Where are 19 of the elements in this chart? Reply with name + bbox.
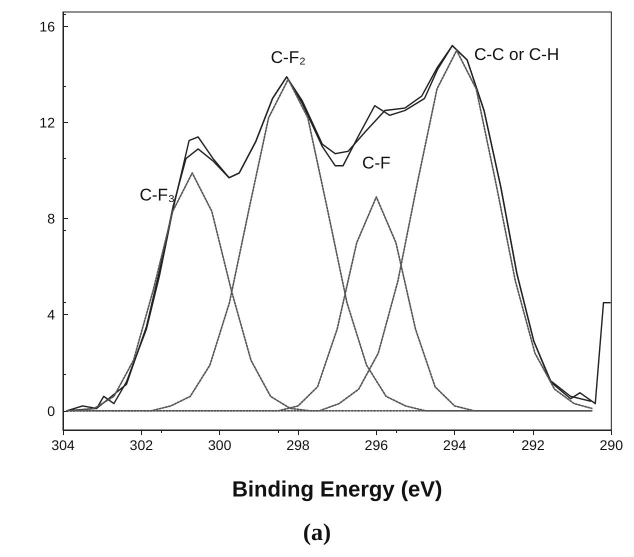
x-tick-label: 298 bbox=[286, 437, 310, 453]
y-tick-label: 0 bbox=[47, 402, 56, 419]
x-tick-label: 304 bbox=[51, 437, 75, 453]
series-label: C-F₂ bbox=[270, 48, 306, 67]
x-tick-label: 302 bbox=[130, 437, 154, 453]
x-tick-label: 300 bbox=[208, 437, 232, 453]
series-label: C-C or C-H bbox=[474, 44, 560, 64]
x-tick-label: 296 bbox=[364, 437, 388, 453]
y-tick-label: 8 bbox=[47, 210, 56, 227]
series-label: C-F bbox=[362, 153, 390, 172]
x-tick-label: 290 bbox=[600, 437, 624, 453]
text: (a) bbox=[303, 520, 331, 546]
x-axis-title: Binding Energy (eV) bbox=[232, 476, 442, 502]
y-tick-label: 12 bbox=[39, 114, 56, 131]
x-tick-label: 294 bbox=[442, 437, 467, 453]
series-label: C-F₃ bbox=[140, 185, 175, 204]
x-tick-label: 292 bbox=[521, 437, 545, 453]
y-tick-label: 16 bbox=[39, 18, 56, 34]
y-tick-label: 4 bbox=[47, 306, 56, 323]
